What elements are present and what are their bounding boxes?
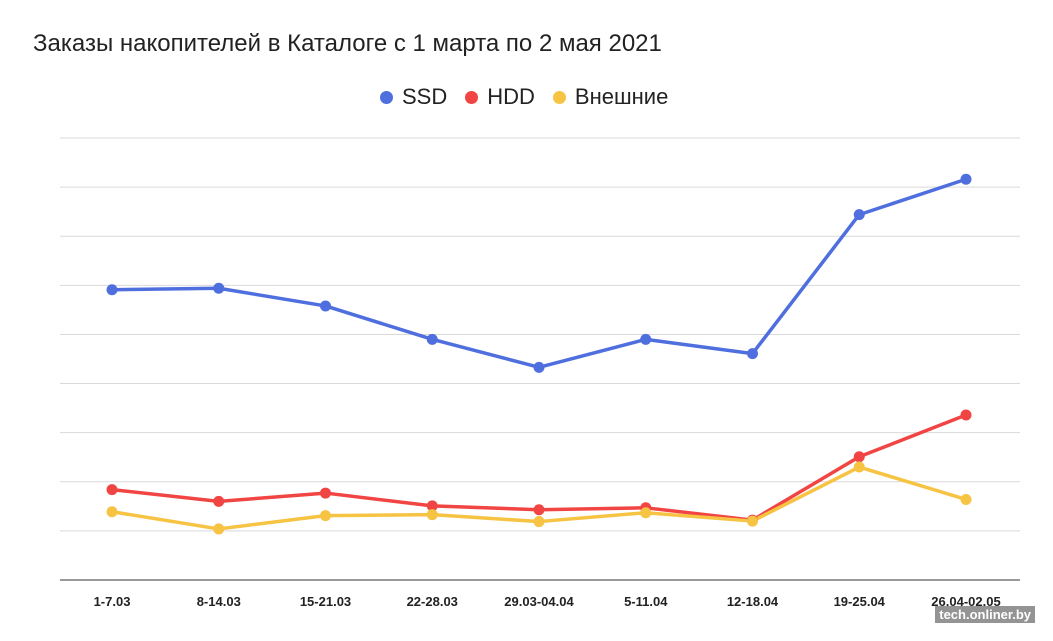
x-tick-label: 26.04-02.05 [931, 594, 1000, 609]
chart-legend: SSD HDD Внешние [380, 84, 668, 110]
data-point-series-2 [426, 509, 438, 521]
data-point-series-0 [426, 333, 438, 345]
x-tick-label: 29.03-04.04 [504, 594, 574, 609]
data-point-series-1 [213, 495, 225, 507]
data-point-series-0 [213, 282, 225, 294]
legend-label-hdd: HDD [487, 84, 535, 109]
data-point-series-2 [533, 516, 545, 528]
data-point-series-2 [853, 461, 865, 473]
data-point-series-2 [320, 510, 331, 522]
legend-item-hdd: HDD [465, 84, 535, 110]
chart-title: Заказы накопителей в Каталоге с 1 марта … [33, 30, 662, 57]
x-tick-label: 15-21.03 [300, 594, 351, 609]
data-point-series-0 [640, 333, 652, 345]
data-point-series-2 [106, 506, 118, 518]
data-point-series-0 [960, 173, 972, 185]
data-point-series-1 [853, 451, 865, 463]
series-line-0 [110, 177, 968, 370]
legend-marker-external [552, 90, 566, 104]
data-point-series-2 [747, 515, 758, 527]
data-point-series-2 [640, 507, 652, 519]
data-point-series-1 [533, 504, 545, 516]
data-point-series-1 [106, 484, 118, 496]
watermark: tech.onliner.by [935, 606, 1035, 623]
x-tick-label: 12-18.04 [727, 594, 779, 609]
data-point-series-2 [960, 493, 972, 505]
x-tick-label: 19-25.04 [834, 594, 886, 609]
data-point-series-0 [320, 300, 331, 312]
data-point-series-0 [533, 361, 545, 373]
data-point-series-1 [320, 487, 331, 499]
data-point-series-0 [853, 209, 865, 221]
legend-label-external: Внешние [574, 84, 669, 109]
data-point-series-0 [106, 284, 118, 296]
x-tick-label: 22-28.03 [407, 594, 458, 609]
legend-label-ssd: SSD [402, 84, 448, 109]
data-point-series-1 [960, 409, 972, 421]
legend-item-ssd: SSD [380, 84, 447, 110]
data-point-series-2 [213, 523, 225, 535]
x-tick-label: 8-14.03 [197, 594, 241, 609]
x-tick-label: 5-11.04 [624, 594, 668, 609]
data-point-series-1 [426, 500, 438, 512]
legend-marker-hdd [465, 90, 479, 104]
legend-item-external: Внешние [552, 84, 669, 110]
x-tick-label: 1-7.03 [94, 594, 131, 609]
data-point-series-0 [747, 348, 758, 360]
legend-marker-ssd [380, 90, 393, 104]
